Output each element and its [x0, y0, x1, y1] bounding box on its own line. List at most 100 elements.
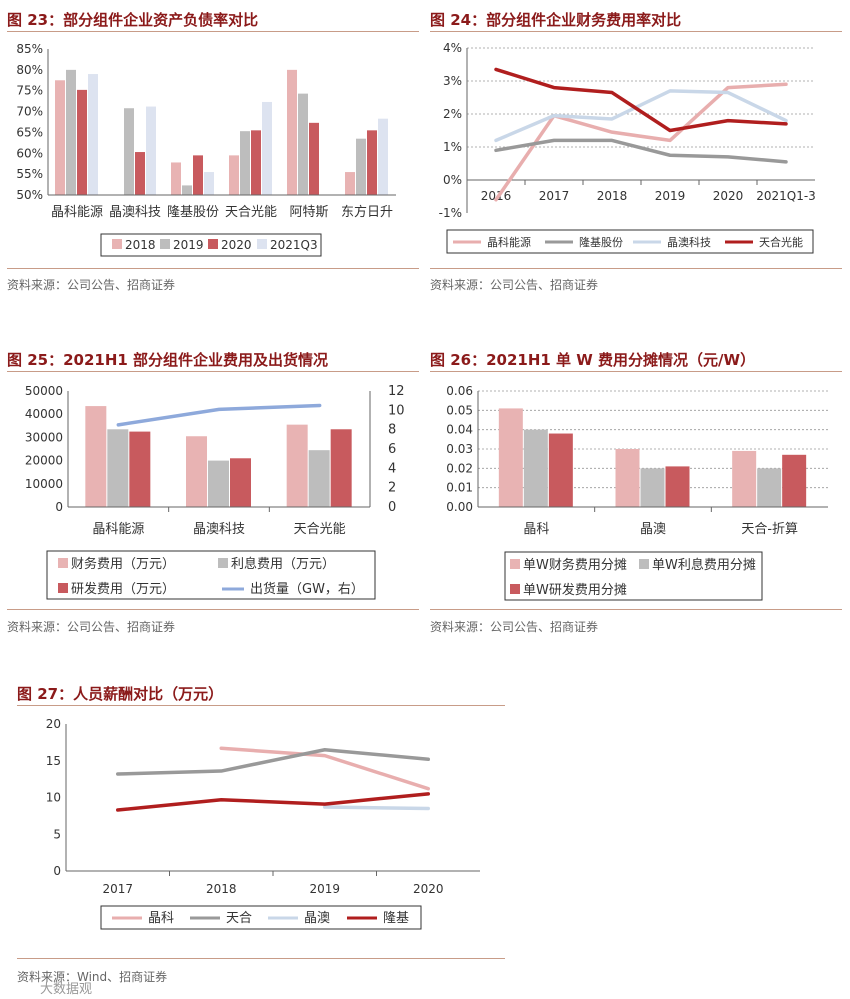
fig25-title-rule: [7, 371, 419, 372]
fig27-source: 资料来源：Wind、招商证券: [17, 970, 168, 984]
fig26-title: 图 26：2021H1 单 W 费用分摊情况（元/W）: [430, 351, 756, 369]
fig25-legend-label: 研发费用（万元）: [71, 581, 175, 597]
fig23-xtick-label: 天合光能: [225, 205, 277, 220]
fig23-bar-2018-东方日升: [345, 172, 355, 195]
fig26-bar-单W研发费用分摊-晶澳: [665, 466, 690, 507]
fig26-xtick-label: 天合-折算: [741, 522, 798, 537]
fig25-bar-研发费用（万元）-晶澳科技: [230, 458, 251, 507]
fig23-bar-2020-隆基股份: [193, 155, 203, 195]
fig23-ytick-label: 80%: [16, 63, 43, 77]
fig23-bar-2018-天合光能: [229, 155, 239, 195]
fig25-source-rule: [7, 609, 419, 610]
fig27-line-隆基: [116, 792, 430, 812]
fig23-source: 资料来源：公司公告、招商证券: [7, 278, 176, 292]
fig24-source-rule: [430, 268, 842, 269]
fig23-xtick-label: 东方日升: [341, 204, 393, 220]
fig25-legend-swatch: [58, 558, 68, 568]
fig23-title-rule: [7, 31, 419, 32]
fig25-bar-研发费用（万元）-天合光能: [330, 429, 352, 507]
fig23-legend-label: 2019: [173, 238, 204, 252]
fig25-title: 图 25：2021H1 部分组件企业费用及出货情况: [7, 351, 329, 369]
fig24-legend-label: 晶澳科技: [667, 235, 711, 249]
fig25-ytick-label: 30000: [25, 430, 63, 444]
fig25-source: 资料来源：公司公告、招商证券: [7, 620, 176, 634]
fig23-legend-label: 2021Q3: [270, 238, 318, 252]
fig27-xtick-label: 2018: [206, 882, 237, 896]
fig24-ytick-label: 3%: [443, 74, 462, 88]
fig27-legend-label: 天合: [226, 911, 252, 926]
fig23-bar-2021Q3-天合光能: [262, 101, 272, 195]
fig23-bar-2020-晶澳科技: [135, 152, 145, 195]
fig23-legend-swatch: [208, 239, 218, 249]
fig23-ytick-label: 65%: [16, 125, 43, 139]
fig23-bar-2021Q3-晶科能源: [88, 74, 98, 195]
fig23-bar-2020-阿特斯: [309, 122, 319, 195]
watermark-text: 大数据观: [40, 982, 93, 997]
fig23-bar-2021Q3-晶澳科技: [146, 106, 156, 195]
fig24-xtick-label: 2020: [713, 189, 744, 203]
fig26-bar-单W利息费用分摊-晶澳: [640, 468, 665, 507]
fig24-xtick-label: 2021Q1-3: [756, 189, 816, 203]
fig24-xtick-label: 2018: [597, 189, 628, 203]
fig24-xtick-label: 2019: [655, 189, 686, 203]
fig25-ytick-label: 20000: [25, 454, 63, 468]
fig23-legend-swatch: [160, 239, 170, 249]
fig23-bar-2018-阿特斯: [287, 69, 297, 195]
fig26-bar-单W财务费用分摊-晶澳: [615, 449, 640, 507]
fig26-xtick-label: 晶澳: [640, 521, 666, 537]
fig23-xtick-label: 隆基股份: [167, 205, 219, 220]
fig27-line-天合: [116, 747, 430, 776]
fig24-title-rule: [430, 31, 842, 32]
fig27-source-rule: [17, 958, 505, 959]
fig25-xtick-label: 晶澳科技: [193, 521, 245, 537]
fig23-ytick-label: 50%: [16, 188, 43, 202]
fig25-y2tick-label: 2: [388, 481, 396, 496]
fig26-bar-单W研发费用分摊-天合-折算: [782, 454, 807, 507]
fig27-ytick-label: 15: [46, 754, 61, 768]
fig24-legend-box: [446, 229, 814, 254]
fig23-bar-2019-晶澳科技: [124, 108, 134, 195]
fig25-bar-财务费用（万元）-晶科能源: [85, 406, 107, 507]
fig24-line-晶澳科技: [494, 89, 788, 143]
fig23-ytick-label: 75%: [16, 84, 43, 98]
fig26-ytick-label: 0.03: [446, 442, 473, 456]
fig26-legend-swatch: [510, 584, 520, 594]
fig27-legend-label: 晶澳: [304, 910, 330, 926]
fig26-ytick-label: 0.02: [446, 461, 473, 475]
fig25-bar-利息费用（万元）-晶澳科技: [208, 460, 229, 507]
fig26-bar-单W财务费用分摊-晶科: [498, 408, 523, 507]
fig23-title: 图 23：部分组件企业资产负债率对比: [7, 11, 259, 29]
fig24-title: 图 24：部分组件企业财务费用率对比: [430, 11, 682, 29]
fig23-legend-label: 2018: [125, 238, 156, 252]
fig26-legend-label: 单W研发费用分摊: [523, 582, 627, 598]
fig27-xtick-label: 2020: [413, 882, 444, 896]
fig24-ytick-label: 2%: [443, 107, 462, 121]
fig23-legend-swatch: [112, 239, 122, 249]
fig23-bar-2019-东方日升: [356, 138, 366, 195]
fig26-ytick-label: 0.05: [446, 403, 473, 417]
fig26-bar-单W利息费用分摊-晶科: [523, 429, 548, 507]
fig26-xtick-label: 晶科: [523, 522, 549, 537]
fig27-title-rule: [17, 705, 505, 706]
fig26-bar-单W研发费用分摊-晶科: [548, 433, 573, 507]
fig27-xtick-label: 2017: [102, 882, 133, 896]
fig23-ytick-label: 60%: [16, 146, 43, 160]
fig27-xtick-label: 2019: [309, 882, 340, 896]
fig23-bar-2019-天合光能: [240, 131, 250, 195]
fig23-legend-label: 2020: [221, 238, 252, 252]
fig23-bar-2018-隆基股份: [171, 162, 181, 195]
fig24-ytick-label: 1%: [443, 140, 462, 154]
fig24-xtick-label: 2017: [539, 189, 570, 203]
fig26-legend-swatch: [510, 559, 520, 569]
fig27-ytick-label: 20: [46, 717, 61, 731]
fig24-source: 资料来源：公司公告、招商证券: [430, 278, 599, 292]
fig26-legend-swatch: [639, 559, 649, 569]
fig26-source-rule: [430, 609, 842, 610]
fig23-bar-2020-晶科能源: [77, 89, 87, 195]
fig26-bar-单W财务费用分摊-天合-折算: [732, 450, 757, 507]
fig23-bar-2021Q3-东方日升: [378, 118, 388, 195]
fig25-bar-研发费用（万元）-晶科能源: [129, 431, 151, 507]
fig26-ytick-label: 0.04: [446, 423, 473, 437]
fig25-xtick-label: 天合光能: [294, 522, 346, 537]
fig24-line-晶科能源: [494, 82, 788, 202]
